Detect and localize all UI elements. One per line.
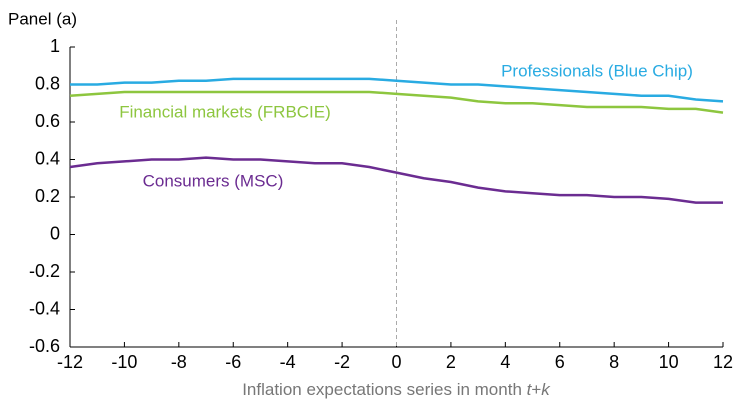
x-tick-label: 0 — [391, 352, 401, 372]
x-axis-label: Inflation expectations series in month t… — [242, 380, 551, 399]
y-tick-label: 0.6 — [35, 111, 60, 131]
x-label-part: k — [541, 380, 551, 399]
series-line — [70, 77, 724, 103]
y-tick-label: 0.4 — [35, 148, 60, 168]
panel-label: Panel (a) — [8, 9, 77, 28]
y-tick-label: -0.6 — [29, 336, 60, 356]
series-label: Professionals (Blue Chip) — [501, 61, 693, 80]
y-tick-label: 0.2 — [35, 186, 60, 206]
x-tick-label: 10 — [659, 352, 679, 372]
x-tick-label: -10 — [111, 352, 137, 372]
y-tick-label: 0.8 — [35, 73, 60, 93]
y-tick-label: -0.4 — [29, 298, 60, 318]
series-label: Financial markets (FRBCIE) — [119, 102, 331, 121]
series-line — [69, 90, 724, 114]
x-tick-label: 12 — [713, 352, 733, 372]
x-tick-label: -12 — [57, 352, 83, 372]
x-tick-label: -8 — [171, 352, 187, 372]
y-tick-label: 0 — [50, 223, 60, 243]
y-tick-label: 1 — [50, 36, 60, 56]
x-tick-label: -4 — [280, 352, 296, 372]
x-tick-label: 8 — [609, 352, 619, 372]
x-label-part: Inflation expectations series in month — [242, 380, 526, 399]
series-label: Consumers (MSC) — [143, 171, 284, 190]
series-line — [69, 156, 723, 204]
x-tick-label: 2 — [446, 352, 456, 372]
x-tick-label: -6 — [225, 352, 241, 372]
x-label-part: t — [527, 380, 533, 399]
x-tick-label: 6 — [555, 352, 565, 372]
x-tick-label: 4 — [500, 352, 510, 372]
x-label-part: + — [531, 380, 541, 399]
x-tick-label: -2 — [334, 352, 350, 372]
y-tick-label: -0.2 — [29, 261, 60, 281]
